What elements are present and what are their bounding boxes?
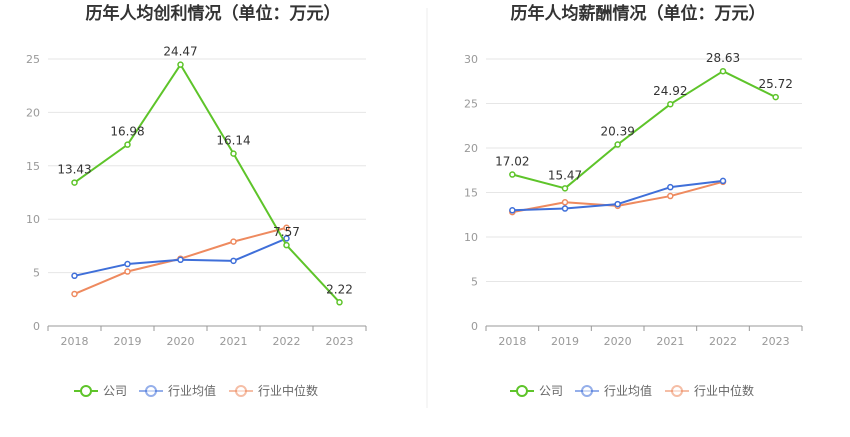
x-tick-label: 2018	[61, 335, 89, 348]
chart-title: 历年人均创利情况（单位：万元）	[86, 3, 341, 24]
data-point-industry-avg[interactable]	[283, 235, 290, 242]
series-line-company	[512, 70, 777, 190]
data-label: 28.63	[706, 51, 740, 65]
x-tick-label: 2021	[220, 335, 248, 348]
data-point-industry-median[interactable]	[124, 268, 131, 275]
legend-marker-icon	[516, 385, 528, 397]
x-tick-label: 2021	[656, 335, 684, 348]
data-label: 16.14	[216, 134, 250, 148]
data-label: 25.72	[758, 77, 792, 91]
y-tick-label: 20	[26, 106, 40, 119]
data-point-company[interactable]	[336, 299, 343, 306]
y-tick-label: 10	[26, 213, 40, 226]
data-point-industry-avg[interactable]	[509, 207, 516, 214]
x-tick-label: 2020	[167, 335, 195, 348]
data-point-industry-avg[interactable]	[719, 177, 727, 185]
legend-marker-icon	[581, 385, 593, 397]
data-point-company[interactable]	[614, 141, 621, 148]
x-tick-label: 2019	[114, 335, 142, 348]
legend-label: 行业均值	[604, 383, 652, 398]
data-label: 16.98	[110, 125, 144, 139]
legend-item-industry-median[interactable]: 行业中位数	[665, 383, 754, 398]
data-point-industry-median[interactable]	[283, 224, 290, 231]
data-label: 24.92	[653, 84, 687, 98]
data-label: 17.02	[495, 155, 529, 169]
legend-item-industry-avg[interactable]: 行业均值	[139, 383, 216, 398]
legend-label: 行业均值	[168, 383, 216, 398]
series-line-company	[73, 63, 341, 303]
legend-marker-icon	[235, 385, 247, 397]
data-point-company[interactable]	[772, 93, 779, 101]
x-tick-label: 2018	[498, 335, 526, 348]
y-tick-label: 15	[464, 187, 478, 200]
data-point-company[interactable]	[283, 241, 290, 249]
data-point-industry-median[interactable]	[561, 199, 569, 206]
data-point-company[interactable]	[561, 185, 569, 192]
data-point-company[interactable]	[719, 67, 727, 75]
data-point-company[interactable]	[667, 100, 674, 108]
x-tick-label: 2023	[326, 335, 354, 348]
x-tick-label: 2022	[709, 335, 737, 348]
x-tick-label: 2022	[273, 335, 301, 348]
y-tick-label: 30	[464, 53, 478, 66]
data-label: 20.39	[600, 125, 634, 139]
data-label: 7.57	[273, 225, 300, 239]
y-tick-label: 10	[464, 231, 478, 244]
data-point-industry-avg[interactable]	[667, 183, 674, 191]
data-point-industry-median[interactable]	[667, 192, 674, 200]
data-point-industry-median[interactable]	[71, 290, 78, 298]
chart-title: 历年人均薪酬情况（单位：万元）	[511, 3, 766, 24]
legend-item-industry-median[interactable]: 行业中位数	[229, 383, 318, 398]
legend-marker-icon	[671, 385, 683, 397]
data-point-industry-avg[interactable]	[230, 257, 237, 265]
legend-marker-icon	[145, 385, 157, 397]
data-label: 15.47	[548, 168, 582, 182]
x-tick-label: 2020	[604, 335, 632, 348]
legend-item-company[interactable]: 公司	[74, 384, 127, 398]
legend-item-industry-avg[interactable]: 行业均值	[575, 383, 652, 398]
legend-label: 公司	[103, 384, 127, 398]
data-point-industry-avg[interactable]	[614, 200, 621, 208]
data-point-industry-median[interactable]	[230, 238, 237, 245]
data-point-company[interactable]	[71, 179, 78, 186]
data-point-company[interactable]	[230, 150, 237, 157]
chart-1: 历年人均创利情况（单位：万元） 0 5 10 15 20 25 2018 2019 2020 202…	[26, 3, 367, 398]
y-tick-label: 20	[464, 142, 478, 155]
chart-2: 历年人均薪酬情况（单位：万元） 0 5 10 15 20 25 30 2018 2019 2020 2…	[464, 3, 803, 398]
x-tick-label: 2019	[551, 335, 579, 348]
data-label: 13.43	[57, 163, 91, 177]
data-point-company[interactable]	[509, 171, 516, 178]
data-label: 2.22	[326, 282, 353, 296]
y-tick-label: 15	[26, 160, 40, 173]
legend-label: 公司	[539, 384, 563, 398]
legend-item-company[interactable]: 公司	[510, 384, 563, 398]
data-point-industry-avg[interactable]	[561, 205, 569, 212]
legend-label: 行业中位数	[694, 383, 754, 398]
y-tick-label: 0	[471, 320, 478, 333]
legend-label: 行业中位数	[258, 383, 318, 398]
x-tick-label: 2023	[762, 335, 790, 348]
y-tick-label: 25	[464, 98, 478, 111]
data-label: 24.47	[163, 45, 197, 59]
data-point-company[interactable]	[124, 141, 131, 148]
data-point-company[interactable]	[177, 61, 184, 68]
y-tick-label: 5	[471, 276, 478, 289]
data-point-industry-avg[interactable]	[71, 272, 78, 280]
y-tick-label: 5	[33, 267, 40, 280]
y-tick-label: 0	[33, 320, 40, 333]
legend-marker-icon	[80, 385, 92, 397]
y-tick-label: 25	[26, 53, 40, 66]
data-point-industry-avg[interactable]	[177, 256, 184, 264]
data-point-industry-avg[interactable]	[124, 260, 131, 268]
